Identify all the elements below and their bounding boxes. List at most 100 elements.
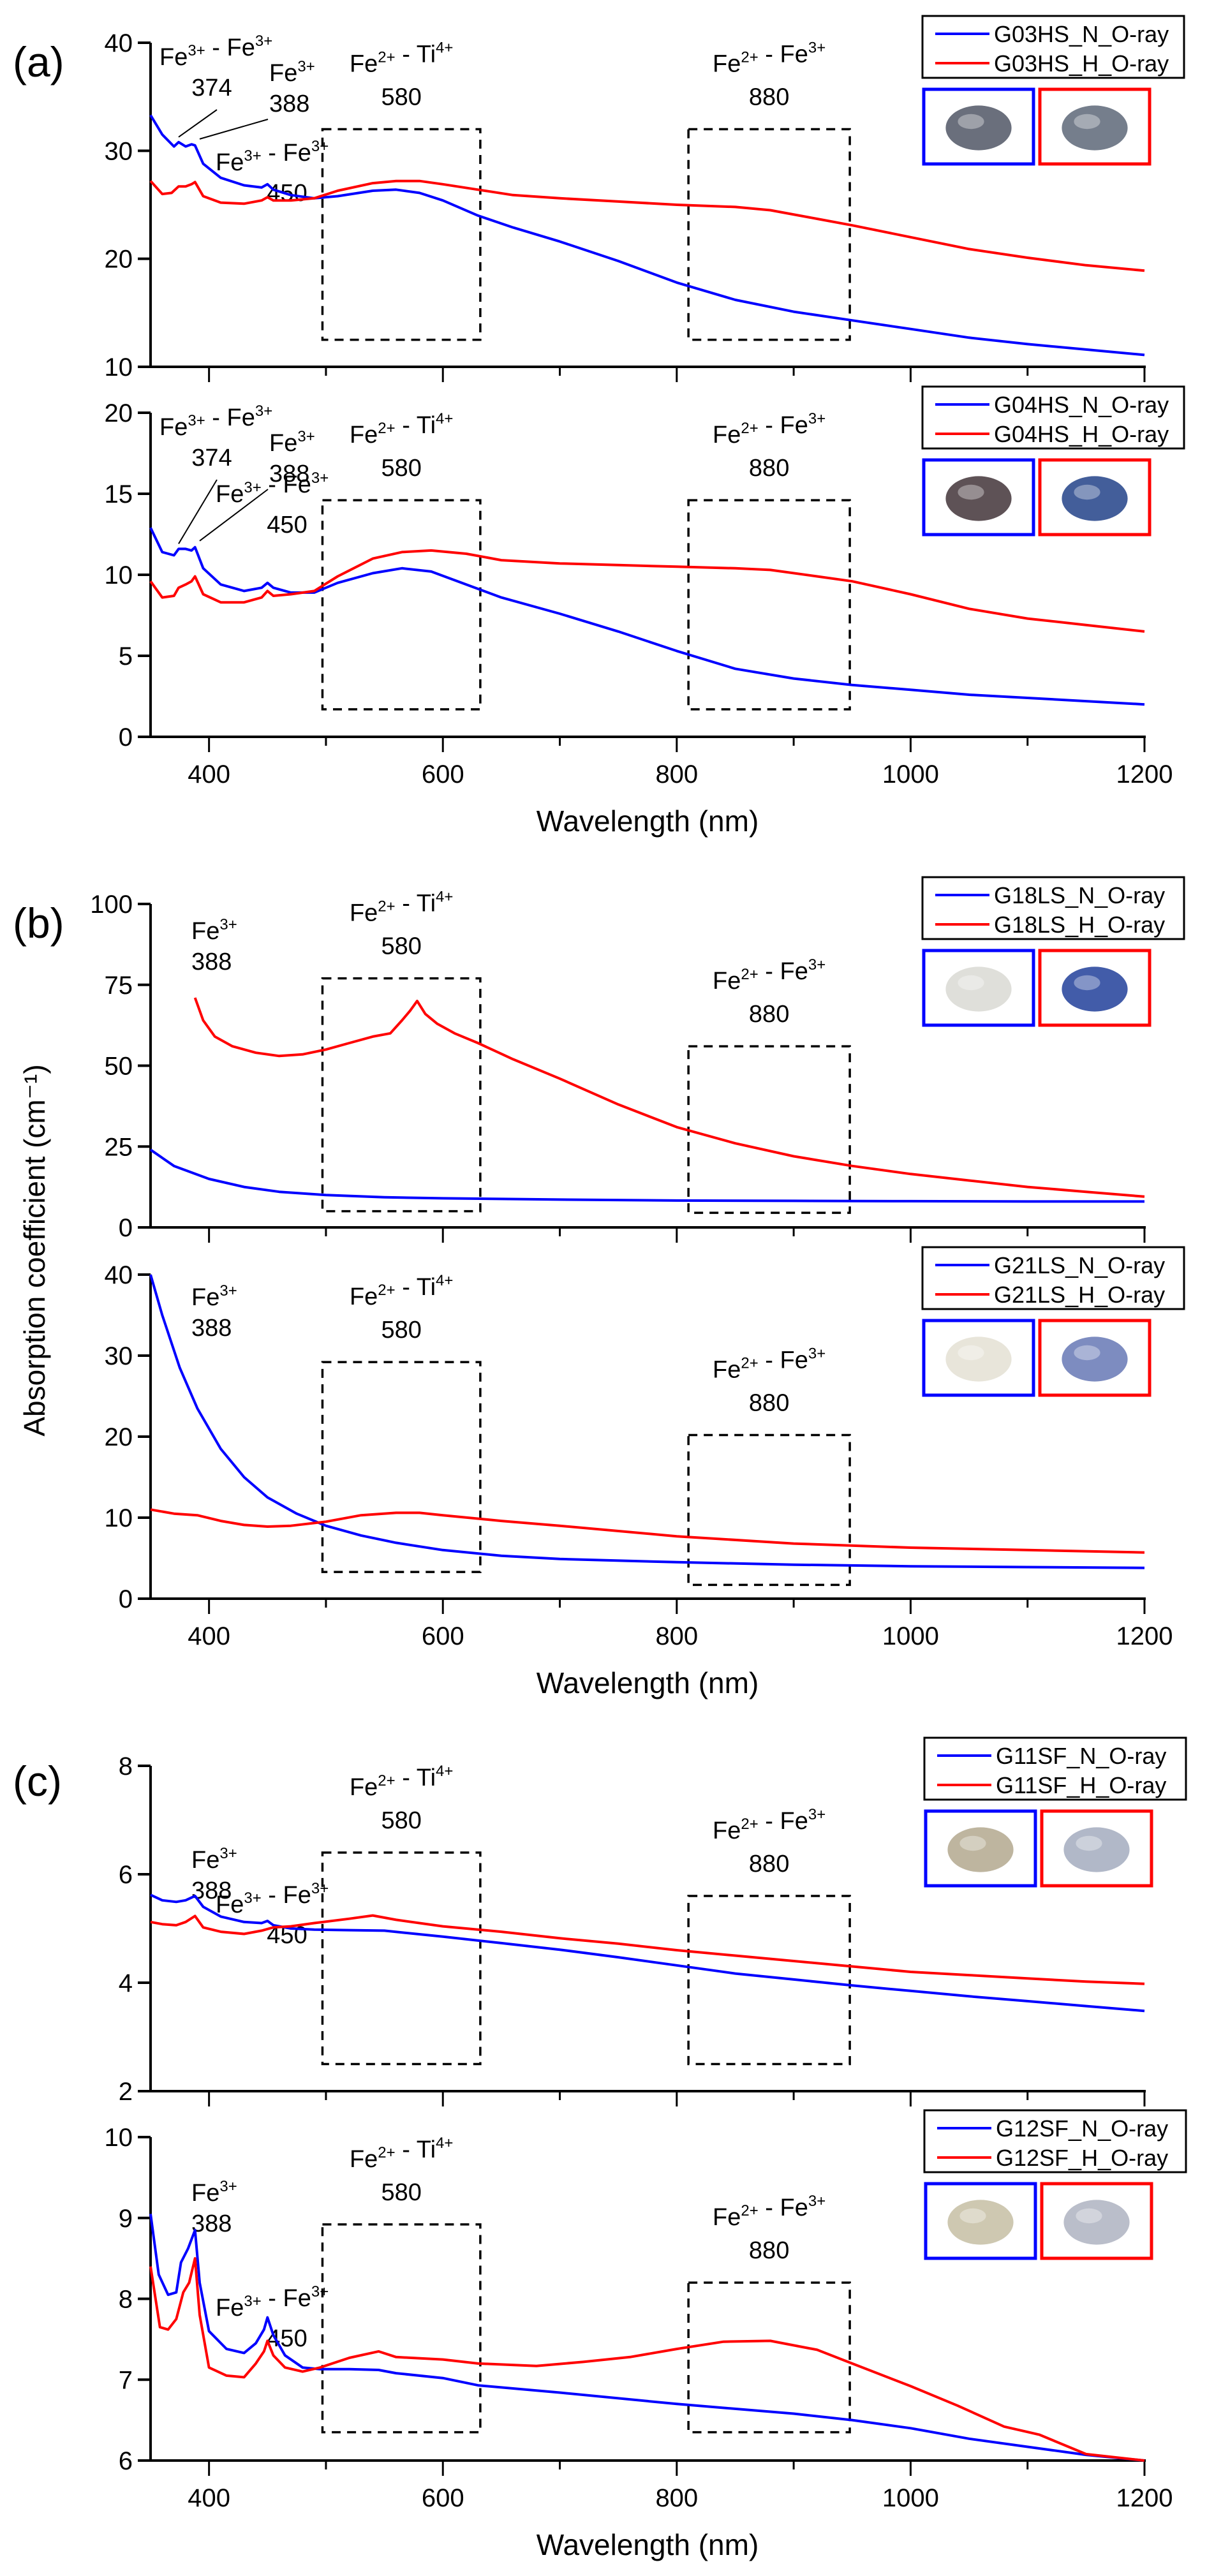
x-tick-label: 1000	[882, 1622, 939, 1650]
x-tick-label: 1200	[1116, 1622, 1173, 1650]
sample-photo-heated	[1038, 1319, 1151, 1397]
series-line-untreated	[149, 1148, 1144, 1203]
gemstone-image	[947, 1827, 1014, 1872]
band-dashed-box	[321, 1851, 482, 2066]
legend: G21LS_N_O-ray G21LS_H_O-ray	[921, 1246, 1185, 1310]
band-dashed-box	[321, 128, 482, 341]
sample-photo-untreated	[924, 1809, 1037, 1888]
peak-annotation-title: Fe3+ - Fe3+	[159, 403, 272, 441]
y-tick-label: 8	[119, 2286, 133, 2314]
sample-photo-heated	[1040, 2182, 1153, 2260]
band-dashed-box	[687, 1433, 851, 1587]
band-dashed-box	[687, 128, 851, 341]
chart-panel-a2: 0 5 10 15 20 400 600 800 1000 1200 Wavelength (nm)…	[105, 385, 1185, 838]
gemstone-highlight	[959, 1835, 986, 1851]
sample-photo-untreated	[922, 949, 1035, 1027]
series-line-heated	[150, 1914, 1145, 1985]
y-tick-label: 10	[105, 2124, 133, 2152]
y-tick-label: 40	[105, 29, 133, 57]
legend-label: G04HS_H_O-ray	[994, 421, 1169, 447]
y-tick-label: 20	[105, 399, 133, 427]
x-tick-label: 400	[188, 1622, 230, 1650]
series-line-heated	[149, 179, 1145, 272]
peak-annotation-wavelength: 450	[267, 512, 307, 538]
band-annotation-title: Fe2+ - Ti4+	[350, 889, 453, 927]
series-line-untreated	[149, 2214, 1145, 2462]
legend-label: G11SF_N_O-ray	[996, 1743, 1166, 1769]
y-tick-label: 10	[105, 353, 133, 381]
x-tick-label: 600	[422, 2484, 464, 2512]
gemstone-image	[945, 476, 1012, 521]
band-annotation-title: Fe2+ - Ti4+	[350, 410, 453, 448]
y-tick-label: 0	[119, 1214, 133, 1242]
gemstone-highlight	[958, 484, 984, 500]
legend-box	[921, 1246, 1185, 1310]
band-annotation-wavelength: 580	[381, 1807, 421, 1834]
chart-panel-b2: 0 10 20 30 40 400 600 800 1000 1200 Wavelength (nm…	[105, 1246, 1185, 1699]
y-tick-label: 100	[90, 891, 133, 919]
legend-label: G12SF_N_O-ray	[996, 2115, 1168, 2142]
legend: G03HS_N_O-ray G03HS_H_O-ray	[921, 15, 1185, 79]
gemstone-highlight	[1074, 1345, 1100, 1361]
sample-photo-untreated	[922, 87, 1035, 166]
x-axis-title: Wavelength (nm)	[537, 804, 759, 838]
annotation-leader-line	[178, 109, 218, 138]
band-annotation-title: Fe2+ - Fe3+	[713, 1806, 826, 1844]
band-dashed-box	[321, 1361, 482, 1573]
band-dashed-box	[687, 1895, 851, 2066]
band-dashed-box	[321, 2223, 482, 2434]
gemstone-image	[945, 105, 1012, 151]
peak-annotation-wavelength: 388	[191, 1315, 232, 1342]
legend-box	[921, 385, 1185, 450]
band-annotation-title: Fe2+ - Fe3+	[713, 956, 826, 995]
y-tick-label: 6	[119, 2447, 133, 2475]
band-dashed-box	[687, 1045, 851, 1214]
peak-annotation-title: Fe3+	[269, 428, 315, 457]
annotation-leader-line	[199, 489, 269, 542]
band-annotation-wavelength: 880	[749, 1389, 789, 1416]
legend: G12SF_N_O-ray G12SF_H_O-ray	[923, 2109, 1187, 2173]
chart-panel-a1: (a) 10 20 30 40 Fe2+ - Ti4+ 580 Fe2+ - Fe3+ 880 F…	[13, 15, 1185, 382]
y-tick-label: 0	[119, 1585, 133, 1613]
peak-annotation-title: Fe3+	[191, 1845, 237, 1874]
peak-annotation-title: Fe3+ - Fe3+	[216, 470, 329, 508]
x-tick-label: 1000	[882, 2484, 939, 2512]
y-tick-label: 2	[119, 2078, 133, 2106]
y-tick-label: 15	[105, 480, 133, 508]
y-tick-label: 10	[105, 561, 133, 589]
x-tick-label: 800	[655, 760, 698, 788]
peak-annotation-title: Fe3+ - Fe3+	[216, 138, 329, 176]
y-tick-label: 50	[105, 1053, 133, 1081]
peak-annotation-wavelength: 450	[267, 2325, 307, 2352]
band-annotation-title: Fe2+ - Fe3+	[713, 2193, 826, 2231]
legend-label: G11SF_H_O-ray	[996, 1772, 1166, 1798]
y-tick-label: 30	[105, 137, 133, 165]
series-line-heated	[150, 1508, 1145, 1554]
series-line-untreated	[149, 527, 1145, 706]
x-tick-label: 400	[188, 2484, 230, 2512]
y-tick-label: 5	[119, 642, 133, 670]
band-dashed-box	[321, 499, 482, 711]
y-tick-label: 7	[119, 2366, 133, 2394]
photo-frame	[924, 1809, 1037, 1888]
chart-panel-b1: (b) 0 25 50 75 100 Fe2+ - Ti4+ 580 Fe2+ - Fe3+ 88…	[13, 876, 1185, 1243]
series-line-heated	[149, 549, 1145, 633]
series-line-heated	[149, 2257, 1145, 2462]
y-tick-label: 8	[119, 1752, 133, 1780]
y-tick-label: 75	[105, 972, 133, 1000]
legend-label: G03HS_H_O-ray	[994, 50, 1169, 77]
annotation-leader-line	[199, 119, 269, 140]
x-tick-label: 600	[422, 760, 464, 788]
y-tick-label: 25	[105, 1133, 133, 1161]
band-annotation-wavelength: 580	[381, 933, 421, 960]
gemstone-highlight	[1076, 1835, 1102, 1851]
photo-frame	[922, 87, 1035, 166]
panel-label: (a)	[13, 38, 64, 85]
legend: G18LS_N_O-ray G18LS_H_O-ray	[921, 876, 1185, 940]
annotation-leader-line	[178, 479, 218, 544]
y-tick-label: 10	[105, 1504, 133, 1532]
gemstone-highlight	[1076, 2208, 1102, 2224]
panel-label: (c)	[13, 1758, 62, 1805]
gemstone-image	[1062, 1336, 1128, 1382]
gemstone-highlight	[1074, 975, 1100, 991]
